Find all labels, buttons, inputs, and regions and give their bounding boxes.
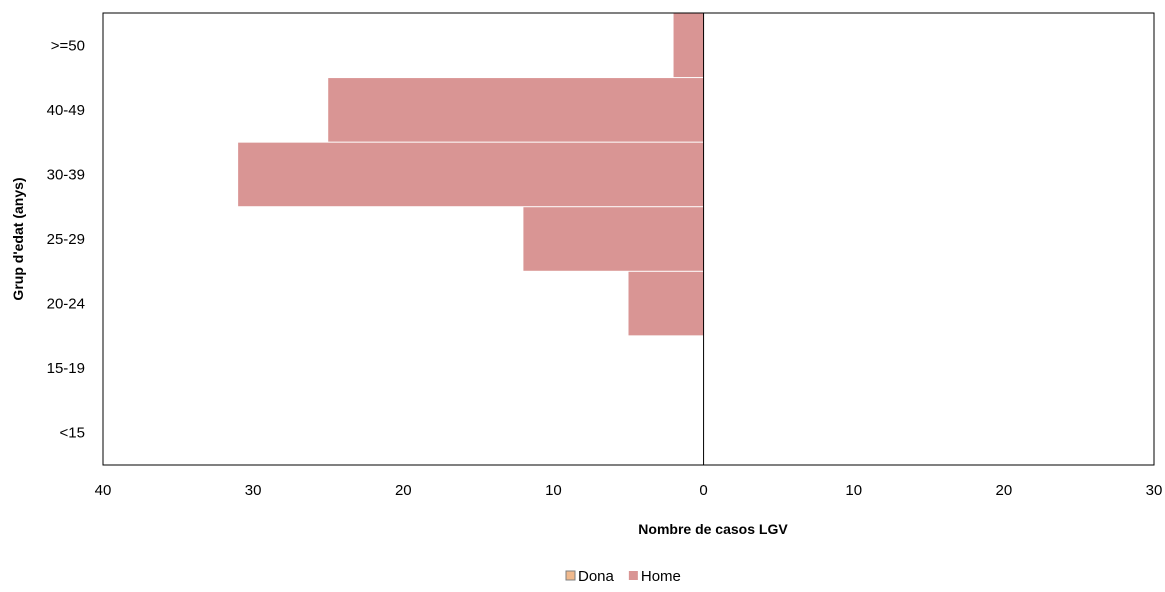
x-tick-label: 10: [545, 482, 562, 499]
x-tick-label: 30: [1146, 482, 1163, 499]
bar-home-30-39: [238, 142, 704, 207]
y-tick-label: 30-39: [47, 166, 85, 183]
bar-home->=50: [673, 13, 704, 78]
bar-home-40-49: [328, 78, 704, 142]
y-tick-label: 20-24: [47, 296, 85, 313]
bar-home-25-29: [523, 207, 704, 271]
legend: Dona Home: [565, 568, 681, 585]
legend-label-dona: Dona: [578, 568, 615, 585]
y-tick-label: <15: [60, 425, 85, 442]
x-tick-label: 0: [699, 482, 707, 499]
y-tick-label: 25-29: [47, 231, 85, 248]
x-tick-label: 10: [845, 482, 862, 499]
bars: [238, 13, 704, 336]
legend-swatch-dona: [565, 570, 576, 581]
bar-home-20-24: [628, 271, 704, 336]
y-tick-label: >=50: [51, 37, 85, 54]
legend-label-home: Home: [641, 568, 681, 585]
y-axis-title: Grup d'edat (anys): [10, 177, 26, 300]
x-tick-labels: 40 30 20 10 0 10 20 30: [95, 482, 1163, 499]
x-tick-label: 20: [996, 482, 1013, 499]
x-tick-label: 30: [245, 482, 262, 499]
y-tick-labels: <15 15-19 20-24 25-29 30-39 40-49 >=50: [47, 37, 85, 441]
x-tick-label: 20: [395, 482, 412, 499]
x-axis-title: Nombre de casos LGV: [638, 521, 788, 537]
y-tick-label: 40-49: [47, 102, 85, 119]
y-tick-label: 15-19: [47, 360, 85, 377]
x-tick-label: 40: [95, 482, 112, 499]
legend-swatch-home: [628, 571, 638, 580]
